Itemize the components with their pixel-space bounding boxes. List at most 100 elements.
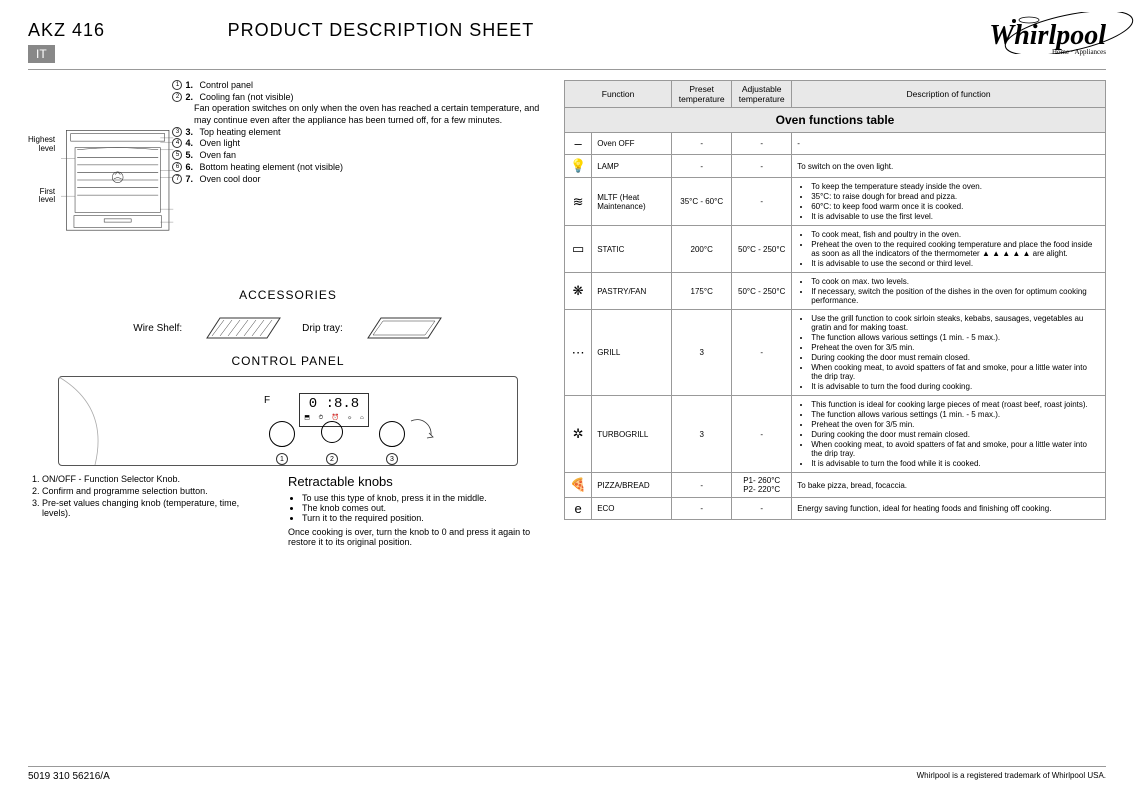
accessories-title: ACCESSORIES (28, 288, 548, 302)
model-code: AKZ 416 (28, 20, 105, 40)
table-row: ❋PASTRY/FAN175°C50°C - 250°CTo cook on m… (565, 273, 1106, 310)
preset-temp: 35°C - 60°C (672, 178, 732, 226)
knob-3 (379, 421, 405, 447)
highest-level-label: Highest level (28, 136, 55, 154)
function-name: PIZZA/BREAD (592, 473, 672, 498)
page-header: AKZ 416 PRODUCT DESCRIPTION SHEET IT Whi… (28, 20, 1106, 70)
function-name: LAMP (592, 155, 672, 178)
function-name: Oven OFF (592, 133, 672, 155)
knob-num-3: 3 (386, 453, 398, 465)
part-item: 55.Oven fan (186, 150, 548, 162)
function-name: ECO (592, 498, 672, 520)
knob-num-2: 2 (326, 453, 338, 465)
preset-temp: 175°C (672, 273, 732, 310)
part-item: 22.Cooling fan (not visible) (186, 92, 548, 104)
function-description: To cook on max. two levels.If necessary,… (792, 273, 1106, 310)
wire-shelf-icon (202, 310, 282, 346)
retractable-knobs-section: Retractable knobs To use this type of kn… (288, 474, 548, 547)
function-description: Energy saving function, ideal for heatin… (792, 498, 1106, 520)
logo-swirl-icon (999, 12, 1134, 54)
adjustable-temp: 50°C - 250°C (732, 273, 792, 310)
function-name: GRILL (592, 310, 672, 396)
brand-logo: Whirlpool Home · Appliances (989, 20, 1106, 56)
function-name: STATIC (592, 226, 672, 273)
retract-after-text: Once cooking is over, turn the knob to 0… (288, 527, 548, 547)
preset-temp: 200°C (672, 226, 732, 273)
part-item: 44.Oven light (186, 138, 548, 150)
f-label: F (264, 395, 270, 406)
adjustable-temp: P1- 260°C P2- 220°C (732, 473, 792, 498)
part-item: 66.Bottom heating element (not visible) (186, 162, 548, 174)
function-icon: e (565, 498, 592, 520)
function-icon: ▭ (565, 226, 592, 273)
control-notes: ON/OFF - Function Selector Knob.Confirm … (28, 474, 268, 547)
knob-num-1: 1 (276, 453, 288, 465)
preset-temp: - (672, 473, 732, 498)
adjustable-temp: - (732, 133, 792, 155)
table-row: ▭STATIC200°C50°C - 250°CTo cook meat, fi… (565, 226, 1106, 273)
col-adjustable: Adjustable temperature (732, 81, 792, 108)
preset-temp: - (672, 155, 732, 178)
part-item: Fan operation switches on only when the … (186, 103, 548, 126)
control-panel-diagram: F 0 :8.8 ⬒⏱⏰☼⌂ 1 2 3 (58, 376, 518, 466)
function-description: - (792, 133, 1106, 155)
accessories-row: Wire Shelf: Drip tray: (28, 310, 548, 346)
display-value: 0 :8.8 (309, 396, 359, 412)
retract-item: To use this type of knob, press it in th… (302, 493, 548, 503)
function-name: TURBOGRILL (592, 396, 672, 473)
panel-curve-icon (59, 377, 119, 465)
col-function: Function (565, 81, 672, 108)
adjustable-temp: - (732, 310, 792, 396)
adjustable-temp: - (732, 178, 792, 226)
table-row: eECO--Energy saving function, ideal for … (565, 498, 1106, 520)
first-level-label: First level (28, 188, 55, 206)
retract-item: Turn it to the required position. (302, 513, 548, 523)
part-item: 33.Top heating element (186, 127, 548, 139)
col-preset: Preset temperature (672, 81, 732, 108)
oven-diagram (61, 80, 174, 280)
page-title: PRODUCT DESCRIPTION SHEET (228, 20, 535, 41)
function-icon: ⋯ (565, 310, 592, 396)
adjustable-temp: - (732, 155, 792, 178)
oven-functions-table: Oven functions table Function Preset tem… (564, 80, 1106, 520)
trademark-text: Whirlpool is a registered trademark of W… (917, 771, 1106, 782)
preset-temp: - (672, 498, 732, 520)
table-row: –Oven OFF--- (565, 133, 1106, 155)
wire-shelf-label: Wire Shelf: (133, 323, 182, 334)
function-icon: ✲ (565, 396, 592, 473)
function-name: MLTF (Heat Maintenance) (592, 178, 672, 226)
function-icon: ≋ (565, 178, 592, 226)
function-icon: 💡 (565, 155, 592, 178)
part-item: 11.Control panel (186, 80, 548, 92)
preset-temp: - (672, 133, 732, 155)
table-row: 💡LAMP--To switch on the oven light. (565, 155, 1106, 178)
control-panel-title: CONTROL PANEL (28, 354, 548, 368)
preset-temp: 3 (672, 396, 732, 473)
adjustable-temp: - (732, 396, 792, 473)
control-note-item: Pre-set values changing knob (temperatur… (42, 498, 268, 518)
function-description: To switch on the oven light. (792, 155, 1106, 178)
table-row: 🍕PIZZA/BREAD-P1- 260°C P2- 220°CTo bake … (565, 473, 1106, 498)
left-column: Highest level First level (28, 80, 548, 547)
language-badge: IT (28, 45, 55, 63)
control-note-item: Confirm and programme selection button. (42, 486, 268, 496)
table-row: ⋯GRILL3-Use the grill function to cook s… (565, 310, 1106, 396)
function-description: To keep the temperature steady inside th… (792, 178, 1106, 226)
preset-temp: 3 (672, 310, 732, 396)
retract-item: The knob comes out. (302, 503, 548, 513)
function-icon: 🍕 (565, 473, 592, 498)
function-description: To bake pizza, bread, focaccia. (792, 473, 1106, 498)
level-labels: Highest level First level (28, 80, 55, 239)
adjustable-temp: 50°C - 250°C (732, 226, 792, 273)
table-title: Oven functions table (565, 108, 1106, 133)
rotate-arrow-icon (407, 413, 437, 443)
part-item: 77.Oven cool door (186, 174, 548, 186)
function-name: PASTRY/FAN (592, 273, 672, 310)
drip-tray-label: Drip tray: (302, 323, 343, 334)
right-column: Oven functions table Function Preset tem… (564, 80, 1106, 547)
adjustable-temp: - (732, 498, 792, 520)
function-icon: – (565, 133, 592, 155)
col-description: Description of function (792, 81, 1106, 108)
table-row: ≋MLTF (Heat Maintenance)35°C - 60°C-To k… (565, 178, 1106, 226)
retract-title: Retractable knobs (288, 474, 548, 489)
